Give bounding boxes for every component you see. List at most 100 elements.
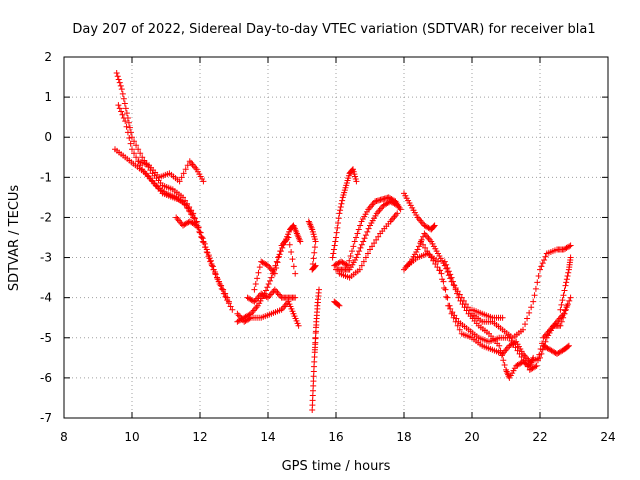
x-tick-label: 12 xyxy=(192,430,207,444)
data-point xyxy=(336,210,343,217)
data-point xyxy=(273,258,280,265)
data-point xyxy=(566,297,573,304)
data-point xyxy=(420,241,427,248)
data-point xyxy=(127,140,134,147)
series-track-h xyxy=(244,286,299,305)
data-point xyxy=(444,294,451,301)
data-point xyxy=(337,204,344,211)
data-point xyxy=(251,286,258,293)
data-point xyxy=(187,208,194,215)
data-point xyxy=(451,282,458,289)
data-point xyxy=(267,277,274,284)
data-point xyxy=(362,254,369,261)
data-point xyxy=(116,79,123,86)
x-axis-label: GPS time / hours xyxy=(282,459,391,474)
data-point xyxy=(312,329,319,336)
data-point xyxy=(289,256,296,263)
y-tick-label: -5 xyxy=(40,331,52,345)
data-point xyxy=(297,238,304,245)
data-point xyxy=(122,118,129,125)
data-point xyxy=(539,260,546,267)
data-point xyxy=(255,269,262,276)
data-point xyxy=(122,105,129,112)
data-point xyxy=(354,251,361,258)
x-tick-label: 22 xyxy=(532,430,547,444)
data-point xyxy=(356,248,363,255)
data-point xyxy=(336,302,343,309)
data-point xyxy=(227,303,234,310)
data-point xyxy=(178,174,185,181)
data-point xyxy=(129,146,135,153)
data-point xyxy=(333,234,339,241)
data-point xyxy=(229,306,236,313)
data-point xyxy=(275,254,282,261)
data-point xyxy=(506,334,513,341)
data-point xyxy=(436,267,443,274)
data-point xyxy=(312,341,319,348)
data-point xyxy=(348,248,355,255)
data-point xyxy=(222,290,229,297)
data-point xyxy=(329,254,336,261)
data-point xyxy=(557,322,564,329)
x-tick-label: 16 xyxy=(328,430,343,444)
data-point xyxy=(189,212,196,219)
data-point xyxy=(119,111,126,118)
data-point xyxy=(115,76,122,83)
data-point xyxy=(135,146,142,153)
data-point xyxy=(332,238,339,245)
data-point xyxy=(560,292,567,299)
data-point xyxy=(534,279,541,286)
data-point xyxy=(358,241,365,248)
data-point xyxy=(207,257,214,264)
data-point xyxy=(441,258,448,265)
data-point xyxy=(312,238,319,245)
x-tick-label: 24 xyxy=(600,430,615,444)
data-point xyxy=(182,166,189,173)
data-point xyxy=(530,354,537,361)
data-point xyxy=(126,135,133,142)
data-point xyxy=(313,324,320,331)
data-point xyxy=(542,253,549,260)
data-point xyxy=(199,235,206,242)
data-point xyxy=(311,249,318,256)
data-point xyxy=(274,259,281,266)
data-point xyxy=(286,241,293,248)
data-point xyxy=(369,243,376,250)
data-point xyxy=(364,228,371,235)
data-point xyxy=(354,230,361,237)
data-point xyxy=(447,305,454,312)
data-point xyxy=(422,244,429,251)
data-point xyxy=(205,252,212,259)
data-point xyxy=(262,287,269,294)
data-point xyxy=(137,150,144,157)
data-point xyxy=(512,344,519,351)
data-point xyxy=(430,257,437,264)
data-point xyxy=(314,305,321,312)
series-track-k xyxy=(309,286,322,413)
series-track-n xyxy=(333,198,401,273)
data-point xyxy=(375,233,382,240)
y-tick-label: -3 xyxy=(40,251,52,265)
data-point xyxy=(533,362,540,369)
x-tick-label: 14 xyxy=(260,430,275,444)
data-point xyxy=(353,178,360,185)
data-point xyxy=(428,254,435,261)
series-track-x xyxy=(557,254,574,313)
data-point xyxy=(350,243,357,250)
data-point xyxy=(559,297,566,304)
data-point xyxy=(225,300,232,307)
y-tick-label: -6 xyxy=(40,371,52,385)
data-point xyxy=(450,281,457,288)
data-point xyxy=(394,210,401,217)
data-point xyxy=(438,270,445,277)
data-point xyxy=(567,294,574,301)
data-point xyxy=(271,270,278,277)
data-point xyxy=(522,321,529,328)
data-point xyxy=(431,222,438,229)
data-point xyxy=(430,223,437,230)
data-point xyxy=(337,207,344,214)
data-point xyxy=(252,281,259,288)
data-point xyxy=(254,275,261,282)
data-point xyxy=(120,95,127,102)
data-point xyxy=(316,286,322,293)
